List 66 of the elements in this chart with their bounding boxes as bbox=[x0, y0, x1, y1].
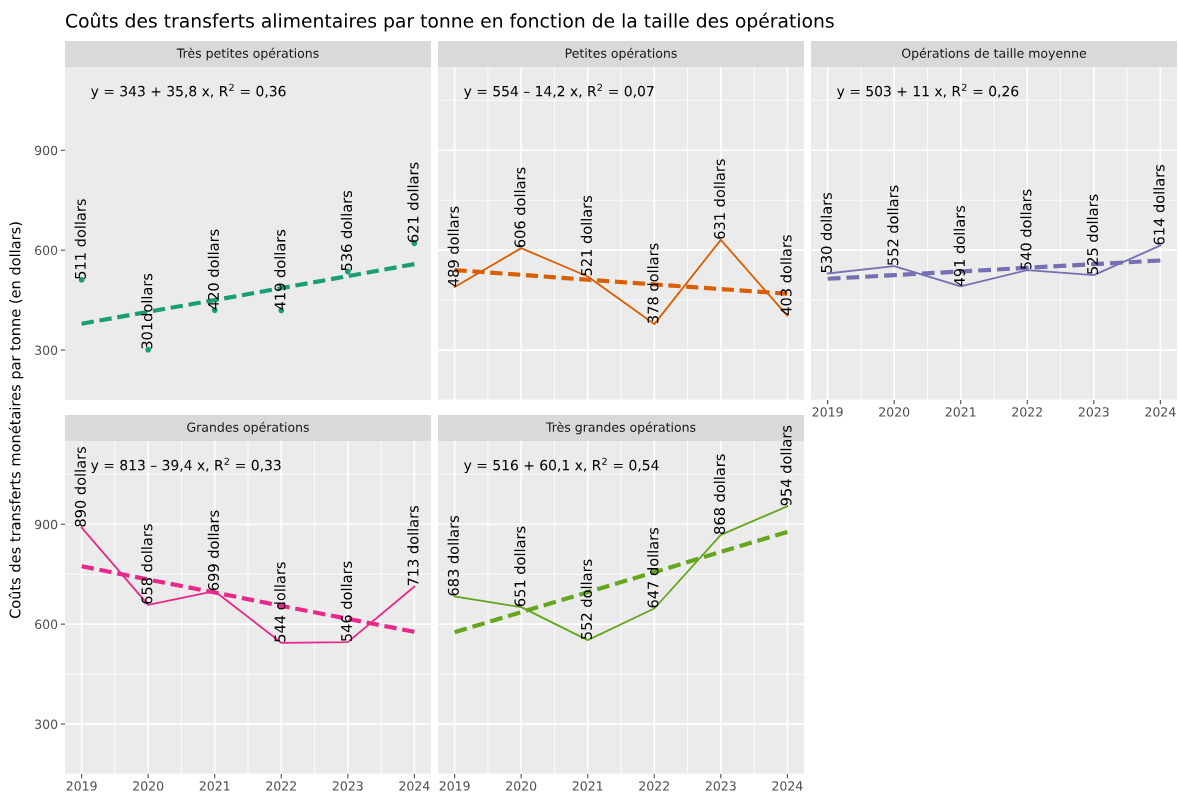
y-tick-label: 600 bbox=[35, 245, 58, 256]
data-label: 403 dollars bbox=[780, 235, 792, 316]
data-label: 713 dollars bbox=[407, 505, 419, 586]
annotation: y = 813 – 39,4 x, R$^{2}$ = 0,33 bbox=[91, 457, 281, 474]
data-label: 419 dollars bbox=[274, 229, 286, 310]
text: Coûts des transferts alimentaires par tonne en fonction de la taille des opérations bbox=[66, 12, 834, 32]
y-tick-label: 900 bbox=[34, 145, 58, 156]
y-tick-label: 300 bbox=[35, 345, 58, 355]
x-tick-label: 2023 bbox=[332, 781, 363, 791]
data-label: 621 dollars bbox=[407, 162, 419, 243]
x-tick-label: 2023 bbox=[1078, 407, 1109, 417]
annotation: y = 343 + 35,8 x, R$^{2}$ = 0,36 bbox=[91, 83, 286, 100]
x-tick-label: 2022 bbox=[266, 781, 296, 791]
data-label: 521 dollars bbox=[580, 195, 592, 276]
x-tick-label: 2022 bbox=[1012, 407, 1042, 417]
data-label: 614 dollars bbox=[1153, 164, 1165, 245]
data-label: 530 dollars bbox=[820, 192, 832, 273]
data-label: 552 dollars bbox=[887, 185, 899, 266]
x-tick-label: 2019 bbox=[66, 781, 97, 791]
data-label: 552 dollars bbox=[580, 559, 592, 640]
data-label: 511 dollars bbox=[74, 199, 86, 279]
chart-title: Petites opérations bbox=[565, 47, 677, 61]
y-axis-title: Coûts des transferts monétaires par tonne (en dollars) bbox=[8, 222, 24, 619]
data-label: 536 dollars bbox=[340, 190, 353, 271]
x-tick-label: 2022 bbox=[639, 781, 669, 791]
annotation: y = 503 + 11 x, R$^{2}$ = 0,26 bbox=[837, 83, 1019, 100]
data-label: 651 dollars bbox=[514, 526, 526, 607]
data-label: 631 dollars bbox=[713, 159, 726, 239]
annotation: y = 516 + 60,1 x, R$^{2}$ = 0,54 bbox=[464, 457, 659, 474]
x-tick-label: 2024 bbox=[1145, 407, 1176, 417]
x-tick-label: 2019 bbox=[439, 781, 470, 791]
chart-title: Très grandes opérations bbox=[545, 421, 696, 435]
x-tick-label: 2019 bbox=[812, 407, 843, 417]
chart-title: Grandes opérations bbox=[187, 421, 309, 435]
x-tick-label: 2020 bbox=[506, 781, 537, 791]
x-tick-label: 2021 bbox=[945, 407, 976, 417]
data-label: 420 dollars bbox=[207, 229, 219, 310]
data-label: 606 dollars bbox=[514, 167, 526, 248]
data-label: 647 dollars bbox=[647, 527, 659, 608]
annotation: y = 554 – 14,2 x, R$^{2}$ = 0,07 bbox=[464, 83, 654, 100]
x-tick-label: 2024 bbox=[772, 781, 803, 791]
data-label: 868 dollars bbox=[713, 454, 726, 534]
data-label: 546 dollars bbox=[340, 561, 353, 642]
data-label: 699 dollars bbox=[207, 510, 219, 591]
data-label: 540 dollars bbox=[1020, 189, 1032, 269]
data-label: 954 dollars bbox=[780, 425, 792, 506]
data-label: 658 dollars bbox=[141, 524, 153, 604]
data-label: 525 dollars bbox=[1086, 194, 1099, 274]
x-tick-label: 2020 bbox=[879, 407, 910, 417]
data-label: 491 dollars bbox=[953, 205, 965, 286]
x-tick-label: 2024 bbox=[399, 781, 430, 791]
x-tick-label: 2023 bbox=[705, 781, 736, 791]
data-label: 890 dollars bbox=[74, 447, 86, 527]
data-label: 489 dollars bbox=[447, 206, 459, 287]
data-label: 301dollars bbox=[141, 273, 153, 349]
x-tick-label: 2020 bbox=[133, 781, 164, 791]
y-tick-label: 300 bbox=[35, 719, 58, 729]
x-tick-label: 2021 bbox=[199, 781, 230, 791]
data-label: 378 dollars bbox=[647, 243, 659, 323]
data-label: 683 dollars bbox=[447, 515, 459, 596]
x-tick-label: 2021 bbox=[572, 781, 603, 791]
chart-title: Très petites opérations bbox=[176, 47, 319, 61]
data-label: 544 dollars bbox=[274, 562, 286, 642]
y-tick-label: 900 bbox=[34, 519, 58, 530]
chart-title: Opérations de taille moyenne bbox=[902, 47, 1087, 61]
y-tick-label: 600 bbox=[35, 619, 58, 630]
